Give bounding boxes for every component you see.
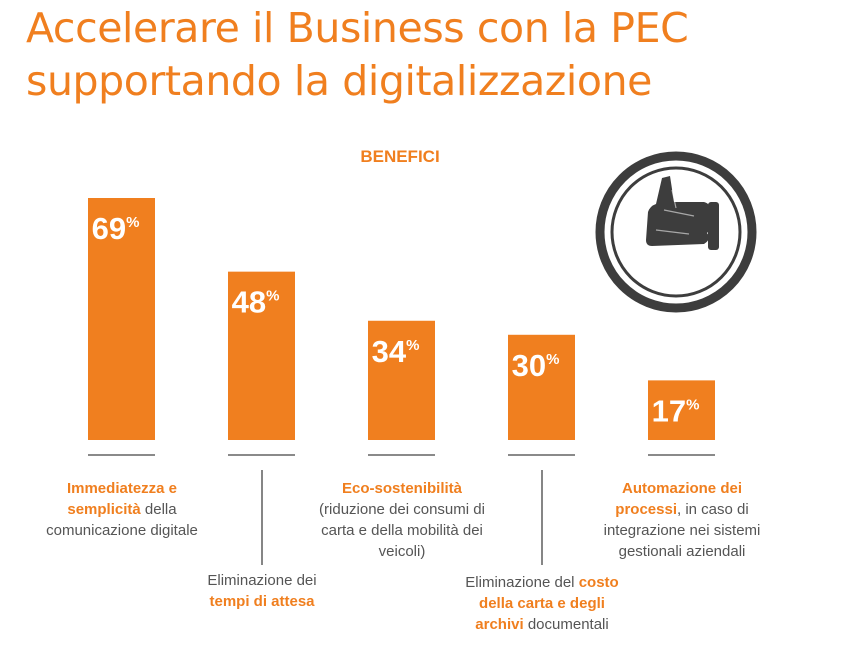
- category-label-2: Eliminazione dei tempi di attesa: [152, 570, 372, 612]
- category-label-line: archivi documentali: [432, 614, 652, 635]
- bar-5: [648, 380, 715, 440]
- category-label-line: tempi di attesa: [152, 591, 372, 612]
- category-label-line: gestionali aziendali: [572, 541, 792, 562]
- category-label-line: Eliminazione del costo: [432, 572, 652, 593]
- page-title-line-1: Accelerare il Business con la PEC: [26, 4, 689, 52]
- label-text: , in caso di: [676, 501, 749, 518]
- label-text: integrazione nei sistemi: [603, 522, 761, 539]
- category-label-line: Eliminazione dei: [152, 570, 372, 591]
- label-text: comunicazione digitale: [46, 522, 198, 539]
- category-label-line: processi, in caso di: [572, 499, 792, 520]
- label-highlight: tempi di attesa: [209, 593, 315, 610]
- category-label-line: Immediatezza e: [12, 478, 232, 499]
- label-text: documentali: [523, 616, 609, 633]
- category-label-line: carta e della mobilità dei: [292, 520, 512, 541]
- label-text: (riduzione dei consumi di: [319, 501, 485, 518]
- label-highlight: semplicità: [67, 501, 141, 518]
- category-label-1: Immediatezza e semplicità della comunicazi…: [12, 478, 232, 541]
- chart-title: BENEFICI: [360, 147, 440, 166]
- category-label-line: comunicazione digitale: [12, 520, 232, 541]
- data-label-2: 48%: [232, 285, 280, 320]
- label-highlight: della carta e degli: [479, 595, 605, 612]
- category-label-3: Eco-sostenibilità (riduzione dei consumi …: [292, 478, 512, 562]
- label-highlight: Automazione dei: [621, 480, 742, 497]
- category-label-line: veicoli): [292, 541, 512, 562]
- bar-1: [88, 198, 155, 440]
- category-label-4: Eliminazione del costo della carta e degl…: [432, 572, 652, 635]
- label-text: carta e della mobilità dei: [321, 522, 483, 539]
- category-label-line: Automazione dei: [572, 478, 792, 499]
- label-highlight: archivi: [475, 616, 524, 633]
- category-label-5: Automazione dei processi, in caso di integ…: [572, 478, 792, 562]
- label-text: veicoli): [378, 543, 426, 560]
- bar-3: [368, 320, 435, 440]
- page-title-line-2: supportando la digitalizzazione: [26, 57, 653, 105]
- category-label-line: Eco-sostenibilità: [292, 478, 512, 499]
- bar-2: [228, 271, 295, 440]
- label-text: della: [140, 501, 177, 518]
- bar-4: [508, 334, 575, 440]
- category-label-line: (riduzione dei consumi di: [292, 499, 512, 520]
- label-text: Eliminazione del: [465, 574, 579, 591]
- category-label-line: della carta e degli: [432, 593, 652, 614]
- label-highlight: Eco-sostenibilità: [341, 480, 463, 497]
- label-highlight: processi: [615, 501, 677, 518]
- thumbs-up-icon: [595, 151, 757, 313]
- label-text: gestionali aziendali: [618, 543, 746, 560]
- page-title: Accelerare il Business con la PEC suppor…: [26, 2, 689, 108]
- category-label-line: integrazione nei sistemi: [572, 520, 792, 541]
- category-label-line: semplicità della: [12, 499, 232, 520]
- label-highlight: Immediatezza e: [66, 480, 178, 497]
- label-text: Eliminazione dei: [207, 572, 317, 589]
- label-highlight: costo: [578, 574, 619, 591]
